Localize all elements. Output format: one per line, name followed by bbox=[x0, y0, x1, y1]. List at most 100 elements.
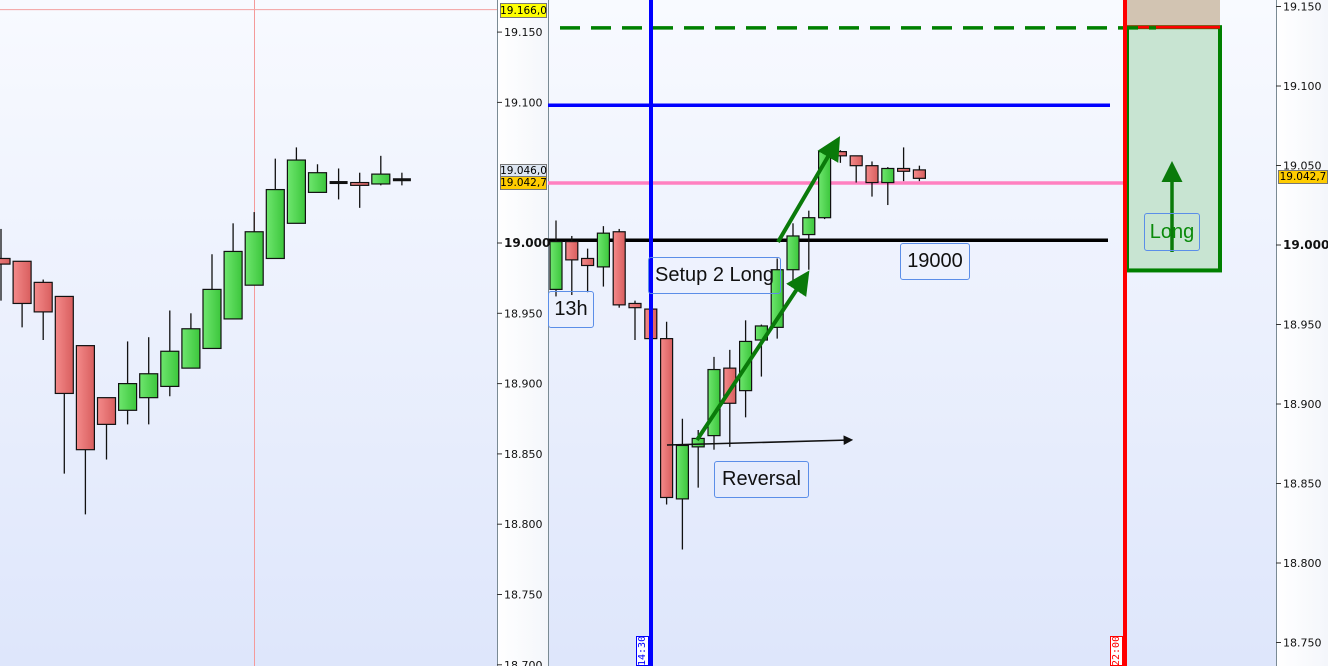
axis-tick-label: 18.800 bbox=[504, 518, 543, 531]
candle-body-bear bbox=[659, 338, 674, 499]
right-price-tag-last: 19.042,7 bbox=[1278, 170, 1328, 185]
candle[interactable] bbox=[181, 313, 201, 369]
candle[interactable] bbox=[628, 300, 642, 341]
axis-tick-label: 19.150 bbox=[1283, 1, 1322, 14]
candle-body-bear bbox=[12, 260, 32, 305]
axis-tick-label: 19.050 bbox=[1283, 160, 1322, 173]
candle-body-bull bbox=[549, 240, 563, 290]
candle[interactable] bbox=[350, 172, 370, 208]
candle[interactable] bbox=[0, 228, 11, 301]
candle[interactable] bbox=[139, 337, 159, 425]
candle-body-bull bbox=[244, 231, 264, 286]
candle-body-bull bbox=[881, 167, 895, 184]
candle[interactable] bbox=[612, 228, 626, 308]
candle-body-bull bbox=[202, 288, 222, 350]
candle[interactable] bbox=[329, 168, 348, 200]
axis-tick-label: 19.150 bbox=[504, 26, 543, 39]
candle-body-bear bbox=[833, 151, 848, 157]
candle-body-bull bbox=[223, 250, 243, 320]
candle[interactable] bbox=[865, 161, 879, 197]
annotation-reversal[interactable]: Reversal bbox=[714, 461, 809, 498]
candle[interactable] bbox=[659, 321, 674, 505]
candle[interactable] bbox=[392, 172, 411, 186]
candle-body-bull bbox=[307, 172, 328, 193]
candle[interactable] bbox=[160, 310, 180, 397]
right-price-axis[interactable] bbox=[1276, 0, 1328, 666]
candle-body-bear bbox=[896, 167, 911, 172]
candle[interactable] bbox=[912, 165, 927, 182]
annotation-19000[interactable]: 19000 bbox=[900, 243, 970, 280]
candle-body-bull bbox=[786, 235, 800, 271]
candle[interactable] bbox=[565, 235, 579, 296]
candle[interactable] bbox=[12, 260, 32, 328]
candle[interactable] bbox=[786, 223, 800, 287]
price-tag-last: 19.042,7 bbox=[500, 175, 547, 190]
candle[interactable] bbox=[307, 164, 328, 193]
candle[interactable] bbox=[96, 397, 117, 460]
candle-body-bull bbox=[160, 350, 180, 388]
candle[interactable] bbox=[286, 147, 306, 224]
axis-tick-label: 18.750 bbox=[504, 589, 543, 602]
candle[interactable] bbox=[223, 223, 243, 320]
candle[interactable] bbox=[849, 155, 863, 183]
candle-body-bear bbox=[96, 397, 117, 425]
candle-body-bull bbox=[707, 368, 721, 437]
candle[interactable] bbox=[244, 212, 264, 286]
candle[interactable] bbox=[596, 226, 611, 287]
candle[interactable] bbox=[675, 418, 690, 550]
candle[interactable] bbox=[881, 167, 895, 206]
reversal-arrow[interactable] bbox=[666, 435, 854, 446]
candle-body-bear bbox=[628, 302, 642, 309]
candle-body-bear bbox=[865, 165, 879, 184]
long-box-target-zone bbox=[1127, 0, 1220, 28]
candle-body-bear bbox=[849, 155, 863, 167]
axis-tick-label: 18.750 bbox=[1283, 637, 1322, 650]
candle-body-doji bbox=[329, 181, 348, 185]
candle[interactable] bbox=[75, 345, 96, 515]
axis-tick-label: 18.900 bbox=[504, 378, 543, 391]
candle-body-bull bbox=[265, 188, 285, 260]
candle[interactable] bbox=[33, 279, 53, 341]
candle-body-bull bbox=[371, 173, 391, 185]
candle[interactable] bbox=[202, 254, 222, 350]
candle[interactable] bbox=[265, 158, 285, 260]
trend-arrow-1[interactable] bbox=[695, 270, 810, 442]
candle-body-doji bbox=[392, 178, 411, 182]
trend-arrow-2[interactable] bbox=[776, 136, 841, 244]
left-price-axis[interactable] bbox=[497, 0, 548, 666]
axis-tick-label: 19.000 bbox=[1283, 238, 1328, 252]
candle-body-bear bbox=[0, 257, 11, 265]
candle[interactable] bbox=[371, 155, 391, 186]
axis-tick-label: 18.950 bbox=[1283, 319, 1322, 332]
left-pane-background bbox=[0, 0, 497, 666]
axis-tick-label: 18.700 bbox=[504, 659, 543, 666]
candle-body-bear bbox=[565, 240, 579, 261]
candle[interactable] bbox=[802, 210, 816, 270]
candle[interactable] bbox=[549, 220, 563, 297]
candle[interactable] bbox=[707, 356, 721, 450]
annotation-setup-2-long[interactable]: Setup 2 Long bbox=[648, 257, 781, 294]
candle-body-bull bbox=[675, 444, 690, 500]
time-tag-1430: 14:30 bbox=[636, 635, 649, 666]
annotation-long[interactable]: Long bbox=[1144, 213, 1200, 251]
candle[interactable] bbox=[580, 248, 595, 293]
candle[interactable] bbox=[54, 295, 74, 474]
candle-body-bull bbox=[596, 232, 611, 268]
time-tag-2200: 22:00 bbox=[1110, 635, 1123, 666]
candle[interactable] bbox=[117, 341, 138, 425]
candle-body-bear bbox=[612, 231, 626, 306]
candle-body-bear bbox=[75, 345, 96, 451]
axis-tick-label: 18.850 bbox=[1283, 478, 1322, 491]
candle-body-bull bbox=[181, 328, 201, 369]
axis-tick-label: 19.100 bbox=[504, 96, 543, 109]
axis-tick-label: 18.800 bbox=[1283, 557, 1322, 570]
axis-tick-label: 18.950 bbox=[504, 307, 543, 320]
axis-tick-label: 18.850 bbox=[504, 448, 543, 461]
annotation-13h[interactable]: 13h bbox=[548, 291, 594, 328]
price-tag-high: 19.166,0 bbox=[500, 3, 547, 18]
candle-body-bear bbox=[33, 281, 53, 313]
candle-body-bear bbox=[54, 295, 74, 395]
candle[interactable] bbox=[896, 147, 911, 182]
candle-body-bull bbox=[802, 217, 816, 236]
